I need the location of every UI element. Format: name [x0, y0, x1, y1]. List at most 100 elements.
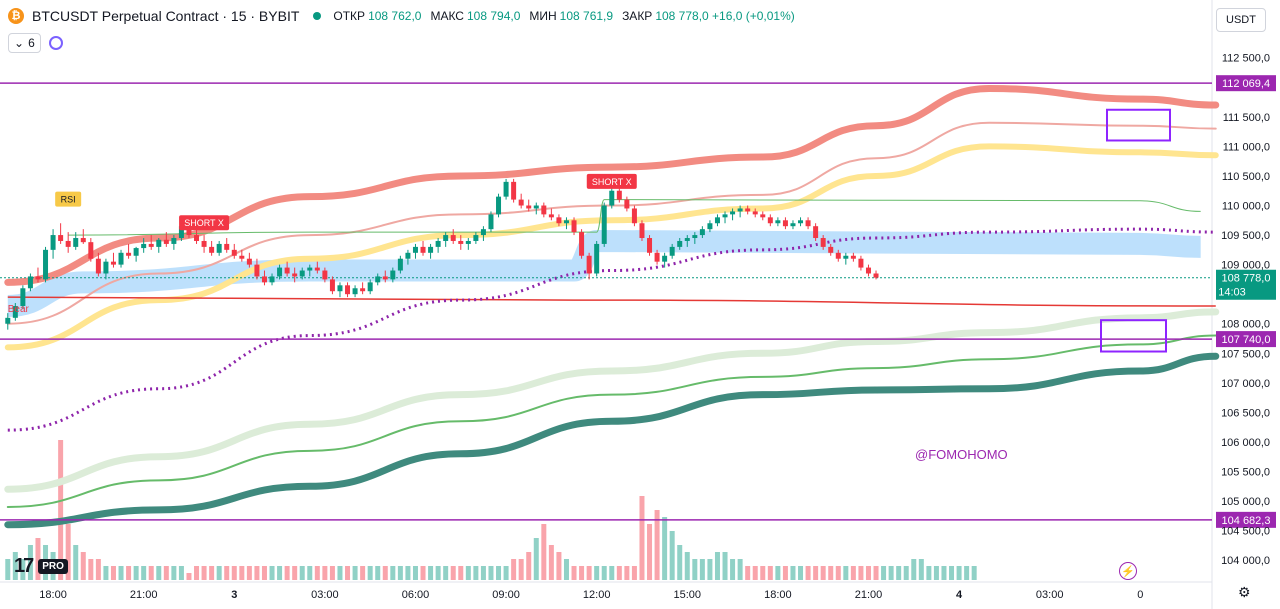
candle-body [27, 276, 33, 289]
volume-bar [639, 496, 645, 580]
x-tick-label: 21:00 [855, 589, 883, 601]
pro-badge: PRO [38, 559, 68, 574]
volume-bar [518, 559, 524, 580]
candle-body [345, 285, 351, 295]
volume-bar [616, 566, 622, 580]
y-tick-label: 104 000,0 [1221, 555, 1270, 567]
volume-bar [307, 566, 313, 580]
volume-bar [662, 517, 668, 580]
volume-bar [58, 440, 64, 580]
level-price-tag [1216, 511, 1276, 528]
gear-icon[interactable]: ⚙ [1238, 584, 1251, 600]
x-tick-label: 18:00 [39, 589, 67, 601]
candle-body [390, 270, 396, 280]
volume-bar [873, 566, 879, 580]
volume-bar [624, 566, 630, 580]
volume-bar [503, 566, 509, 580]
candle-body [171, 238, 177, 244]
ohlc-low-value: 108 761,9 [559, 9, 614, 23]
candle-body [480, 229, 486, 236]
bitcoin-icon: ₿ [8, 8, 24, 24]
volume-bar [465, 566, 471, 580]
candle-body [397, 258, 403, 271]
volume-bar [586, 566, 592, 580]
x-tick-label: 0 [1137, 589, 1143, 601]
tradingview-logo[interactable]: 17 PRO [14, 555, 68, 578]
volume-bar [194, 566, 200, 580]
x-tick-label: 12:00 [583, 589, 611, 601]
volume-bar [488, 566, 494, 580]
volume-bar [261, 566, 267, 580]
x-tick-label: 06:00 [402, 589, 430, 601]
candle-body [828, 246, 834, 253]
volume-bar [352, 566, 358, 580]
candle-body [760, 214, 766, 218]
lightning-icon[interactable]: ⚡ [1119, 562, 1137, 580]
volume-bar [269, 566, 275, 580]
symbol-title[interactable]: BTCUSDT Perpetual Contract · 15 · BYBIT [32, 8, 300, 24]
signal-label: SHORT X [592, 177, 632, 187]
candle-body [428, 246, 434, 253]
envelope-band-line [4, 308, 1220, 493]
chart-header: ₿ BTCUSDT Perpetual Contract · 15 · BYBI… [8, 8, 801, 24]
volume-bar [813, 566, 819, 580]
indicators-toggle-button[interactable]: ⌄ 6 [8, 33, 41, 53]
y-tick-label: 104 500,0 [1221, 526, 1270, 538]
sync-icon[interactable] [48, 36, 63, 50]
candle-body [352, 288, 358, 295]
volume-bar [201, 566, 207, 580]
volume-bar [254, 566, 260, 580]
candle-body [692, 235, 698, 239]
candle-body [194, 235, 200, 241]
candle-body [526, 205, 532, 209]
volume-bar [231, 566, 237, 580]
candle-body [563, 220, 569, 224]
volume-bar [752, 566, 758, 580]
volume-bar [647, 524, 653, 580]
candle-body [873, 273, 879, 278]
candle-body [58, 235, 64, 241]
volume-bar [850, 566, 856, 580]
candle-body [662, 255, 668, 262]
volume-bar [798, 566, 804, 580]
volume-bar [80, 552, 86, 580]
volume-bar [631, 566, 637, 580]
candle-body [80, 238, 86, 243]
candle-body [20, 288, 26, 306]
volume-bar [397, 566, 403, 580]
volume-bar [450, 566, 456, 580]
candle-body [865, 267, 871, 274]
volume-bar [579, 566, 585, 580]
volume-bar [760, 566, 766, 580]
y-tick-label: 107 000,0 [1221, 378, 1270, 390]
candle-body [813, 226, 819, 239]
volume-bar [556, 552, 562, 580]
x-tick-label: 15:00 [674, 589, 702, 601]
currency-button[interactable]: USDT [1216, 8, 1266, 32]
volume-bar [949, 566, 955, 580]
channel-band [7, 229, 1201, 317]
dotted-trend-line [7, 227, 1216, 432]
y-tick-label: 106 000,0 [1221, 437, 1270, 449]
volume-bar [918, 559, 924, 580]
candle-body [126, 252, 132, 256]
volume-bar [171, 566, 177, 580]
candle-body [579, 232, 585, 256]
candle-body [12, 306, 18, 318]
x-tick-label: 03:00 [1036, 589, 1064, 601]
volume-bar [148, 566, 154, 580]
candle-body [850, 255, 856, 259]
y-tick-label: 105 500,0 [1221, 467, 1270, 479]
candle-body [745, 208, 751, 212]
y-tick-label: 111 500,0 [1223, 112, 1270, 124]
volume-bar [209, 566, 215, 580]
volume-bar [684, 552, 690, 580]
volume-bar [405, 566, 411, 580]
volume-bar [933, 566, 939, 580]
y-tick-label: 110 000,0 [1222, 201, 1270, 213]
ohlc-close-value: 108 778,0 +16,0 (+0,01%) [655, 9, 795, 23]
volume-bar [73, 545, 79, 580]
volume-bar [896, 566, 902, 580]
